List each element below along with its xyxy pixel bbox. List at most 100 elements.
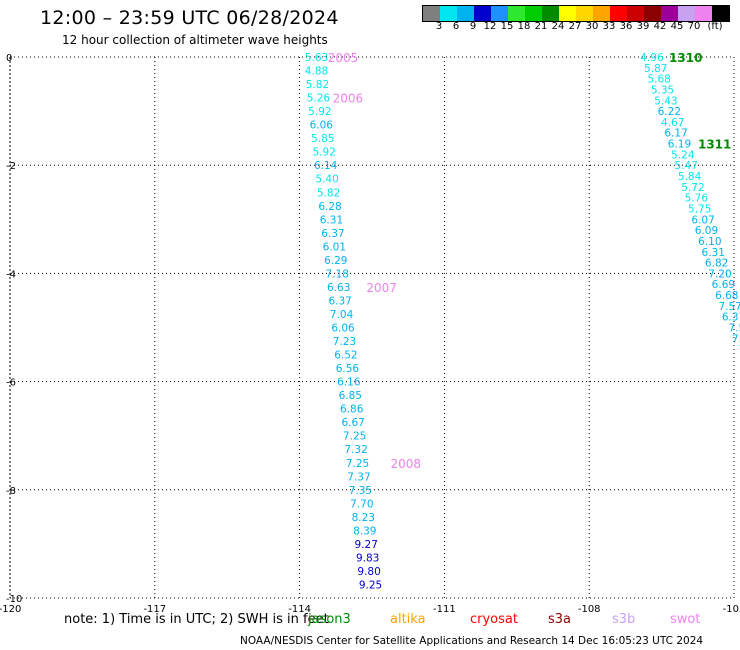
latitude-tick-label: -10 <box>6 594 22 605</box>
wave-height-label: 5.84 <box>678 171 702 183</box>
wave-height-label: 5.24 <box>671 149 695 161</box>
wave-height-label: 6.07 <box>691 214 714 226</box>
wave-height-label: 6.28 <box>318 201 341 213</box>
credit-line: NOAA/NESDIS Center for Satellite Applica… <box>240 635 704 647</box>
wave-height-label: 8.23 <box>352 512 375 524</box>
wave-height-label: 5.76 <box>685 193 709 205</box>
wave-height-label: 9.83 <box>356 552 379 564</box>
colorbar-swatch <box>678 6 695 21</box>
colorbar-label: 21 <box>534 21 548 32</box>
wave-height-label: 5.82 <box>317 187 340 199</box>
wave-height-label: 7.25 <box>346 458 369 470</box>
wave-height-label: 5.72 <box>681 182 704 194</box>
colorbar-swatch <box>627 6 644 21</box>
wave-height-label: 6.37 <box>722 312 740 324</box>
pass-time-label: 2006 <box>333 92 364 106</box>
page-title: 12:00 – 23:59 UTC 06/28/2024 <box>40 7 339 29</box>
wave-height-label: 9.27 <box>355 539 378 551</box>
wave-height-label: 6.14 <box>314 160 338 172</box>
colorbar-swatch <box>474 6 491 21</box>
colorbar-label: 3 <box>435 21 443 32</box>
wave-height-label: 6.22 <box>658 106 681 118</box>
colorbar-label: 6 <box>452 21 460 32</box>
wave-height-label: 6.86 <box>340 404 364 416</box>
wave-height-label: 4.96 <box>640 52 664 64</box>
wave-height-label: 6.82 <box>705 258 728 270</box>
pass-time-label: 2007 <box>366 281 397 295</box>
colorbar-swatch <box>457 6 474 21</box>
wave-height-label: 6.63 <box>327 282 350 294</box>
latitude-tick-label: -6 <box>6 378 16 389</box>
colorbar-swatch <box>525 6 542 21</box>
wave-height-label: 6.06 <box>331 323 355 335</box>
wave-height-label: 6.37 <box>328 295 351 307</box>
colorbar-label: (ft) <box>707 21 723 32</box>
wave-height-label: 7.04 <box>330 309 354 321</box>
colorbar-swatch <box>610 6 627 21</box>
pass-time-label: 1310 <box>669 51 702 65</box>
wave-height-label: 8.39 <box>353 525 376 537</box>
wave-height-label: 7.37 <box>347 471 370 483</box>
wave-height-label: 5.92 <box>308 106 331 118</box>
colorbar-label: 36 <box>619 21 633 32</box>
colorbar-label: 24 <box>551 21 565 32</box>
colorbar-swatch <box>576 6 593 21</box>
wave-height-label: 5.26 <box>307 93 331 105</box>
colorbar-swatch <box>423 6 440 21</box>
colorbar-swatch <box>508 6 525 21</box>
wave-height-label: 7.18 <box>326 268 349 280</box>
legend-item-s3a: s3a <box>548 612 572 627</box>
wave-height-label: 9.25 <box>359 579 382 591</box>
longitude-tick-label: -105 <box>723 604 740 615</box>
wave-height-label: 6.52 <box>334 350 357 362</box>
latitude-tick-label: 0 <box>6 53 12 64</box>
colorbar-label: 45 <box>670 21 684 32</box>
wave-height-label: 7.20 <box>708 268 731 280</box>
wave-height-label: 6.85 <box>339 390 362 402</box>
wave-height-label: 6.19 <box>668 139 691 151</box>
wave-height-label: 5.47 <box>675 160 698 172</box>
longitude-tick-label: -117 <box>143 604 166 615</box>
wave-height-label: 6.10 <box>698 236 721 248</box>
wave-height-label: 7.70 <box>350 498 373 510</box>
wave-height-label: 6.31 <box>320 214 343 226</box>
wave-height-label: 6.67 <box>341 417 364 429</box>
colorbar-swatch <box>542 6 559 21</box>
longitude-tick-label: -120 <box>0 604 21 615</box>
colorbar-swatch <box>593 6 610 21</box>
wave-height-label: 4.67 <box>661 117 684 129</box>
colorbar-label: 15 <box>500 21 514 32</box>
footer-note: note: 1) Time is in UTC; 2) SWH is in fe… <box>64 612 329 627</box>
colorbar-swatch <box>644 6 661 21</box>
colorbar-label: 42 <box>653 21 667 32</box>
colorbar-label: 39 <box>636 21 650 32</box>
colorbar-label: 12 <box>483 21 497 32</box>
wave-height-label: 6.69 <box>712 279 735 291</box>
page-subtitle: 12 hour collection of altimeter wave hei… <box>62 33 328 47</box>
wave-height-label: 4.88 <box>305 66 328 78</box>
wave-height-label: 6.09 <box>695 225 718 237</box>
wave-height-label: 6.31 <box>702 247 725 259</box>
wave-height-label: 6.06 <box>310 120 334 132</box>
colorbar-label: 9 <box>469 21 477 32</box>
wave-height-label: 5.82 <box>306 79 329 91</box>
wave-height-label: 6.37 <box>321 228 344 240</box>
wave-height-label: 7.5 <box>729 323 740 335</box>
colorbar-swatch <box>695 6 712 21</box>
wave-height-label: 6.29 <box>324 255 347 267</box>
latitude-tick-label: -4 <box>6 269 16 280</box>
pass-time-label: 2008 <box>391 457 422 471</box>
wave-height-label: 5.92 <box>313 147 336 159</box>
longitude-tick-label: -111 <box>433 604 456 615</box>
wave-height-label: 5.87 <box>644 63 667 75</box>
pass-time-label: 2005 <box>328 51 359 65</box>
wave-height-label: 5.35 <box>651 84 674 96</box>
legend-item-altika: altika <box>390 612 426 627</box>
wave-height-label: 6.16 <box>337 377 361 389</box>
wave-height-label: 7.25 <box>343 431 366 443</box>
colorbar-label: 27 <box>568 21 582 32</box>
legend-item-s3b: s3b <box>612 612 636 627</box>
longitude-tick-label: -114 <box>288 604 311 615</box>
wave-height-label: 7.57 <box>718 301 740 313</box>
